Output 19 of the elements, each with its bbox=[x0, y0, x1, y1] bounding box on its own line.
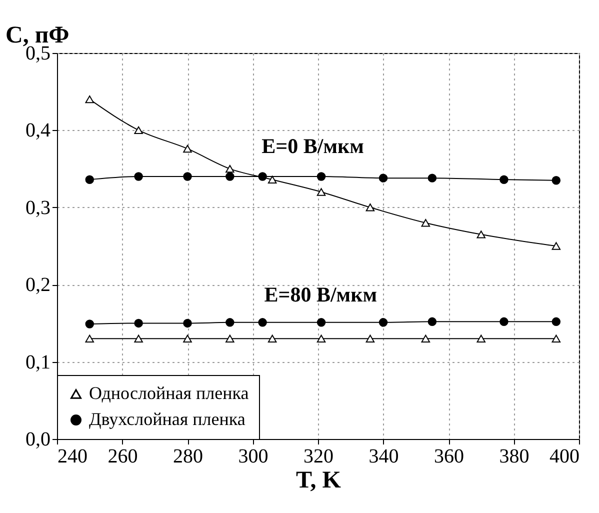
y-tick-label: 0,3 bbox=[26, 196, 50, 219]
y-tick-label: 0,4 bbox=[26, 120, 50, 142]
x-axis-title: T, K bbox=[296, 468, 342, 494]
y-tick-label: 0,0 bbox=[26, 428, 50, 450]
x-tick-label: 360 bbox=[434, 446, 464, 468]
x-tick-label: 280 bbox=[173, 446, 203, 468]
y-tick-label: 0,1 bbox=[26, 351, 50, 374]
x-tick-label: 380 bbox=[499, 446, 530, 468]
x-tick-label: 260 bbox=[108, 446, 138, 468]
x-tick-label: 400 bbox=[550, 446, 580, 468]
x-tick-label: 240 bbox=[58, 446, 88, 468]
y-tick-label: 0,2 bbox=[26, 274, 50, 296]
x-tick-label: 320 bbox=[304, 446, 334, 468]
x-tick-label: 300 bbox=[238, 446, 268, 468]
legend-label: Однослойная пленка bbox=[89, 383, 249, 403]
annotation: E=80 В/мкм bbox=[264, 282, 377, 306]
legend-label: Двухслойная пленка bbox=[89, 409, 246, 429]
annotation: E=0 В/мкм bbox=[262, 134, 364, 158]
x-tick-label: 340 bbox=[368, 446, 399, 468]
